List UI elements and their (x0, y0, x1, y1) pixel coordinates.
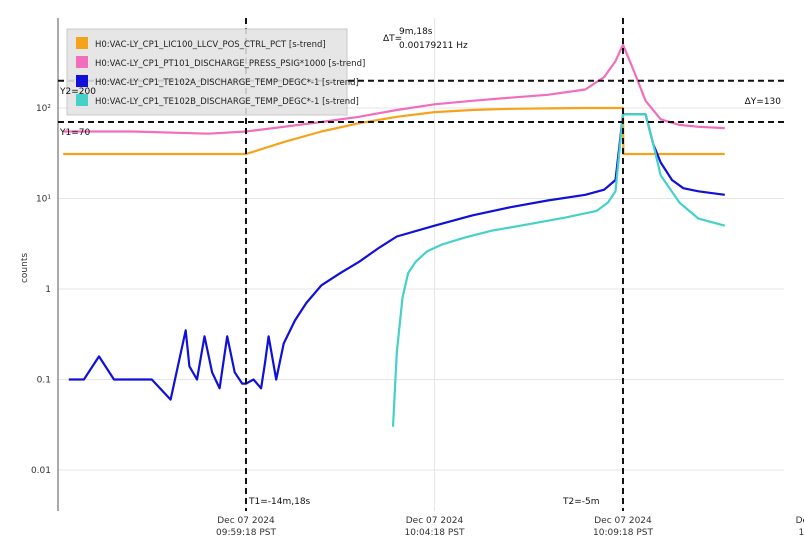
y2-cursor-label: Y2=200 (59, 87, 96, 97)
y-tick-label-3: 10¹ (36, 195, 51, 205)
x-tick-time-2: 10:09:18 PST (593, 528, 653, 538)
x-tick-date-0: Dec 07 2024 (217, 516, 275, 526)
y-tick-label-4: 10² (36, 104, 51, 114)
legend-swatch-2 (76, 75, 88, 87)
legend-swatch-1 (76, 56, 88, 68)
y-tick-label-2: 1 (45, 285, 51, 295)
x-tick-time-1: 10:04:18 PST (405, 528, 465, 538)
y1-cursor-label: Y1=70 (59, 128, 90, 138)
legend: H0:VAC-LY_CP1_LIC100_LLCV_POS_CTRL_PCT [… (66, 28, 365, 116)
delta-y-label: ΔY=130 (745, 97, 782, 107)
legend-swatch-3 (76, 94, 88, 106)
y-tick-label-0: 0.01 (31, 466, 51, 476)
x-tick-date-1: Dec 07 2024 (406, 516, 464, 526)
series-layer (63, 43, 726, 427)
delta-t-frequency: 0.00179211 Hz (399, 41, 468, 51)
delta-t-value: 9m,18s (399, 27, 433, 37)
x-tick-date-3: Dec 07 (796, 516, 804, 526)
x-tick-time-0: 09:59:18 PST (216, 528, 276, 538)
legend-box (66, 28, 348, 116)
legend-entry-0: H0:VAC-LY_CP1_LIC100_LLCV_POS_CTRL_PCT [… (95, 40, 326, 50)
x-tick-time-3: 10:14 (799, 528, 804, 538)
series-line-0 (63, 106, 725, 156)
delta-t-label: ΔT= (383, 34, 402, 44)
legend-entry-1: H0:VAC-LY_CP1_PT101_DISCHARGE_PRESS_PSIG… (95, 59, 365, 69)
legend-entry-2: H0:VAC-LY_CP1_TE102A_DISCHARGE_TEMP_DEGC… (95, 78, 359, 88)
t2-cursor-label: T2=-5m (562, 497, 600, 507)
t1-cursor-label: T1=-14m,18s (248, 497, 311, 507)
tick-layer: 0.01 0.1 1 10¹ 10² Dec 07 2024 09:59:18 PST Dec… (31, 104, 804, 538)
y-axis-label: counts (20, 253, 30, 283)
legend-entry-3: H0:VAC-LY_CP1_TE102B_DISCHARGE_TEMP_DEGC… (95, 97, 359, 107)
series-line-3 (391, 113, 726, 427)
legend-swatch-0 (76, 37, 88, 49)
series-line-1 (63, 43, 725, 135)
x-tick-date-2: Dec 07 2024 (594, 516, 652, 526)
y-tick-label-1: 0.1 (37, 376, 51, 386)
